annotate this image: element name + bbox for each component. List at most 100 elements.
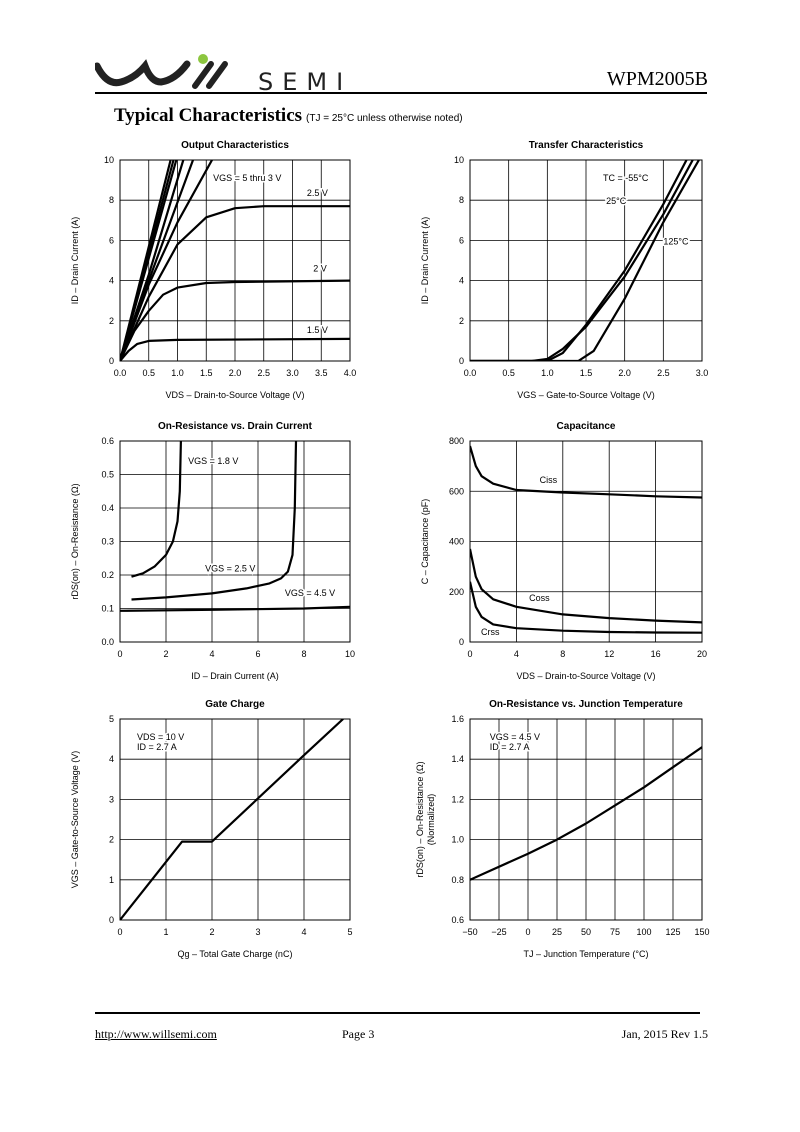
series-line-vgs-3-v: [120, 160, 213, 361]
x-tick-label: 8: [560, 649, 565, 659]
annotation-label: Crss: [481, 627, 500, 637]
y-tick-label: 0.1: [101, 604, 114, 614]
x-tick-label: 10: [345, 649, 355, 659]
x-axis-label: VDS – Drain-to-Source Voltage (V): [165, 390, 304, 400]
y-tick-label: 0: [109, 915, 114, 925]
x-axis-label: VDS – Drain-to-Source Voltage (V): [516, 671, 655, 681]
x-tick-label: 8: [301, 649, 306, 659]
x-tick-label: 25: [552, 927, 562, 937]
annotation-label: VGS = 1.8 V: [188, 456, 238, 466]
y-tick-label: 3: [109, 794, 114, 804]
plot-frame: [469, 440, 703, 643]
x-tick-label: 3.0: [286, 368, 299, 378]
x-tick-label: 16: [651, 649, 661, 659]
x-tick-label: 1: [163, 927, 168, 937]
y-axis-label: VGS – Gate-to-Source Voltage (V): [70, 751, 80, 889]
y-tick-label: 2: [109, 835, 114, 845]
annotation-label: 1.5 V: [307, 325, 328, 335]
annotation-label: Coss: [529, 593, 550, 603]
series-line-crss: [470, 581, 702, 634]
will-semi-logo: [95, 54, 228, 89]
x-axis-label: VGS – Gate-to-Source Voltage (V): [517, 390, 655, 400]
y-tick-label: 0.5: [101, 470, 114, 480]
chart-3: On-Resistance vs. Drain Current 0 2 4 6 8 10 0.…: [70, 421, 355, 681]
x-tick-label: 0.5: [502, 368, 515, 378]
y-tick-label: 10: [454, 155, 464, 165]
logo-dot-icon: [198, 54, 208, 64]
x-axis-label: ID – Drain Current (A): [191, 671, 279, 681]
section-subtitle: (TJ = 25°C unless otherwise noted): [306, 113, 463, 124]
x-axis-label: TJ – Junction Temperature (°C): [524, 949, 649, 959]
series-line-25-c: [470, 160, 688, 361]
x-tick-label: −25: [491, 927, 506, 937]
y-tick-label: 400: [449, 537, 464, 547]
annotation-label: VGS = 2.5 V: [205, 563, 255, 573]
x-tick-label: 4.0: [344, 368, 357, 378]
x-tick-label: 0.5: [142, 368, 155, 378]
y-axis-label: rDS(on) – On-Resistance (Ω): [70, 483, 80, 599]
y-tick-label: 0.4: [101, 503, 114, 513]
y-tick-label: 4: [109, 276, 114, 286]
section-title: Typical Characteristics (TJ = 25°C unless…: [114, 105, 463, 127]
annotation-label: 25°C: [606, 196, 627, 206]
section-title-text: Typical Characteristics: [114, 105, 303, 126]
y-tick-label: 8: [459, 195, 464, 205]
chart-title: Capacitance: [557, 421, 616, 432]
y-tick-label: 1.4: [451, 754, 464, 764]
series-line-125-c: [470, 160, 700, 361]
x-tick-label: 1.5: [200, 368, 213, 378]
y-tick-label: 4: [459, 276, 464, 286]
x-tick-label: 2: [209, 927, 214, 937]
x-tick-label: 4: [301, 927, 306, 937]
chart-1: Output Characteristics 0.0 0.5 1.0 1.5 2.0 2.5…: [70, 140, 356, 400]
x-tick-label: 0.0: [464, 368, 477, 378]
x-tick-label: 20: [697, 649, 707, 659]
y-tick-label: 8: [109, 195, 114, 205]
y-tick-label: 1.0: [451, 835, 464, 845]
footer-divider: [95, 1012, 700, 1014]
x-tick-label: 0: [467, 649, 472, 659]
x-tick-label: 2.5: [257, 368, 270, 378]
series-line-coss: [470, 548, 702, 624]
y-axis-label: ID – Drain Current (A): [70, 217, 80, 305]
website-link[interactable]: http://www.willsemi.com: [95, 1027, 217, 1041]
y-tick-label: 1: [109, 875, 114, 885]
x-tick-label: 1.0: [541, 368, 554, 378]
part-number: WPM2005B: [606, 68, 708, 90]
annotation-label: VGS = 5 thru 3 V: [213, 173, 281, 183]
series-line-vgs-2-v: [120, 279, 350, 361]
y-tick-label: 6: [109, 235, 114, 245]
series-line-rds-on-normalized: [470, 746, 702, 881]
x-tick-label: 125: [665, 927, 680, 937]
y-tick-label: 4: [109, 754, 114, 764]
y-tick-label: 2: [459, 316, 464, 326]
x-tick-label: 5: [347, 927, 352, 937]
y-axis-label: (Normalized): [426, 794, 436, 846]
plot-frame: [469, 718, 703, 921]
y-tick-label: 0: [109, 356, 114, 366]
y-tick-label: 0: [459, 356, 464, 366]
x-tick-label: 2.5: [657, 368, 670, 378]
annotation-label: VGS = 4.5 V: [285, 588, 335, 598]
series-line-vgs-1-8-v: [131, 441, 182, 578]
x-tick-label: 1.0: [171, 368, 184, 378]
x-tick-label: 2: [163, 649, 168, 659]
y-tick-label: 0: [459, 637, 464, 647]
x-axis-label: Qg – Total Gate Charge (nC): [178, 949, 293, 959]
x-tick-label: 0.0: [114, 368, 127, 378]
x-tick-label: 75: [610, 927, 620, 937]
chart-title: On-Resistance vs. Junction Temperature: [489, 699, 683, 710]
plot-frame: [119, 440, 351, 643]
x-tick-label: 3.5: [315, 368, 328, 378]
annotation-label: 2 V: [313, 264, 327, 274]
y-tick-label: 0.3: [101, 537, 114, 547]
x-tick-label: 4: [209, 649, 214, 659]
x-tick-label: 150: [694, 927, 709, 937]
y-tick-label: 200: [449, 587, 464, 597]
x-tick-label: 4: [514, 649, 519, 659]
annotation-label: Ciss: [540, 475, 558, 485]
x-tick-label: 0: [525, 927, 530, 937]
annotation-label: 125°C: [663, 236, 689, 246]
